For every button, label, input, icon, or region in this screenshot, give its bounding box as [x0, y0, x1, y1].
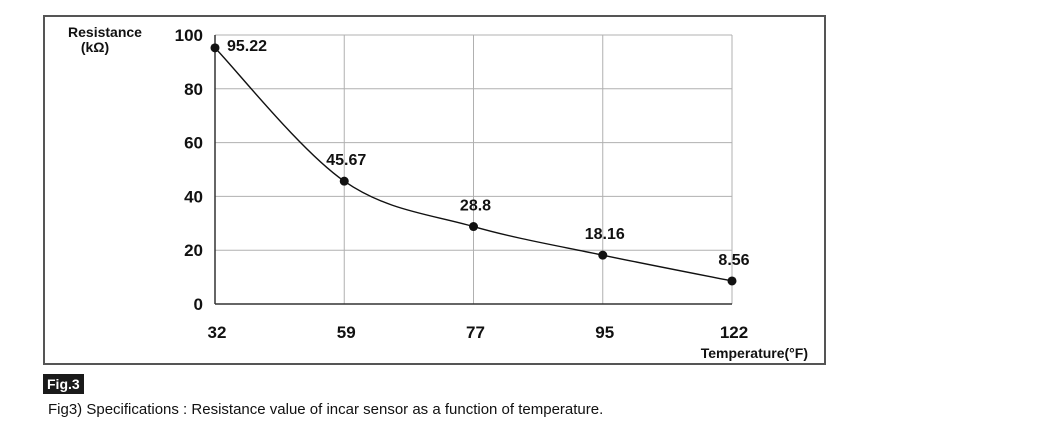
data-point — [339, 176, 349, 186]
y-tick-label: 100 — [175, 26, 203, 45]
data-point — [210, 43, 220, 53]
figure-tag: Fig.3 — [43, 374, 84, 394]
data-label: 28.8 — [460, 198, 491, 215]
data-labels: 95.22 45.67 28.8 18.16 8.56 — [227, 38, 750, 269]
x-tick-label: 59 — [337, 323, 356, 342]
data-points — [210, 43, 737, 286]
chart-frame — [43, 15, 826, 365]
data-point — [598, 250, 608, 260]
grid — [215, 34, 733, 304]
y-tick-label: 80 — [184, 80, 203, 99]
y-axis-label: Resistance — [68, 24, 142, 40]
tick-labels: 0 20 40 60 80 100 32 59 77 95 122 — [175, 26, 749, 342]
x-tick-label: 95 — [595, 323, 614, 342]
x-tick-label: 77 — [466, 323, 485, 342]
y-tick-label: 0 — [194, 295, 203, 314]
y-tick-label: 40 — [184, 187, 203, 206]
figure-caption: Fig3) Specifications : Resistance value … — [48, 401, 604, 418]
data-label: 45.67 — [326, 152, 366, 169]
data-label: 18.16 — [585, 226, 625, 243]
data-label: 95.22 — [227, 38, 267, 55]
axes — [214, 35, 732, 305]
y-tick-label: 20 — [184, 241, 203, 260]
x-tick-label: 32 — [208, 323, 227, 342]
x-axis-label: Temperature(°F) — [701, 345, 808, 361]
data-label: 8.56 — [718, 252, 749, 269]
data-point — [727, 276, 737, 286]
y-tick-label: 60 — [184, 134, 203, 153]
y-axis-unit: (kΩ) — [81, 39, 109, 55]
data-point — [469, 222, 478, 232]
x-tick-label: 122 — [720, 323, 748, 342]
